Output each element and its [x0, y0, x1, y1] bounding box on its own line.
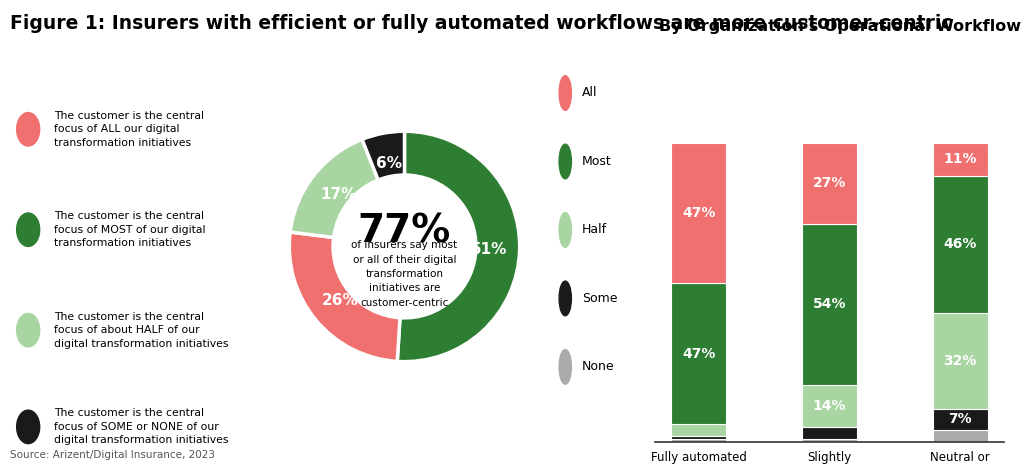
Circle shape: [559, 76, 571, 110]
Text: 77%: 77%: [357, 213, 452, 251]
Text: Half: Half: [582, 224, 607, 236]
Circle shape: [559, 281, 571, 316]
Bar: [671, 439, 726, 442]
Bar: [802, 439, 857, 442]
Text: 32%: 32%: [943, 354, 977, 368]
Circle shape: [16, 113, 40, 146]
Text: All: All: [582, 86, 597, 100]
Circle shape: [559, 144, 571, 179]
Bar: [802, 385, 857, 427]
Bar: [671, 424, 726, 436]
Text: The customer is the central
focus of ALL our digital
transformation initiatives: The customer is the central focus of ALL…: [54, 111, 204, 148]
Bar: [933, 143, 988, 176]
Bar: [802, 224, 857, 385]
Text: The customer is the central
focus of MOST of our digital
transformation initiati: The customer is the central focus of MOS…: [54, 211, 205, 248]
Circle shape: [16, 313, 40, 347]
Text: of insurers say most
or all of their digital
transformation
initiatives are
cust: of insurers say most or all of their dig…: [351, 240, 458, 308]
Text: Figure 1: Insurers with efficient or fully automated workflows are more customer: Figure 1: Insurers with efficient or ful…: [10, 14, 952, 33]
Wedge shape: [397, 131, 519, 362]
Wedge shape: [362, 131, 404, 180]
Text: 17%: 17%: [319, 187, 356, 202]
Circle shape: [16, 213, 40, 246]
Circle shape: [16, 410, 40, 444]
Wedge shape: [290, 232, 400, 361]
Bar: [933, 176, 988, 313]
Text: Most: Most: [582, 155, 611, 168]
Text: 47%: 47%: [682, 206, 716, 220]
Text: 6%: 6%: [376, 156, 401, 171]
Text: 11%: 11%: [943, 152, 977, 166]
Text: 46%: 46%: [943, 238, 977, 252]
Text: 14%: 14%: [813, 399, 846, 413]
Text: None: None: [582, 360, 614, 373]
Text: 47%: 47%: [682, 346, 716, 360]
Text: The customer is the central
focus of SOME or NONE of our
digital transformation : The customer is the central focus of SOM…: [54, 408, 228, 445]
Bar: [933, 430, 988, 442]
Bar: [671, 436, 726, 439]
Text: 51%: 51%: [470, 242, 507, 257]
Bar: [802, 143, 857, 224]
Bar: [933, 409, 988, 430]
Circle shape: [559, 213, 571, 247]
Bar: [802, 427, 857, 439]
Bar: [671, 283, 726, 424]
Text: 54%: 54%: [813, 297, 846, 311]
Text: 26%: 26%: [322, 292, 358, 307]
Text: Source: Arizent/Digital Insurance, 2023: Source: Arizent/Digital Insurance, 2023: [10, 450, 215, 460]
Text: Some: Some: [582, 292, 617, 305]
Text: 27%: 27%: [813, 176, 846, 190]
Text: By Organization's Operational Workflow: By Organization's Operational Workflow: [658, 19, 1021, 33]
Text: 7%: 7%: [948, 412, 972, 426]
Circle shape: [559, 350, 571, 384]
Bar: [933, 313, 988, 409]
Text: The customer is the central
focus of about HALF of our
digital transformation in: The customer is the central focus of abo…: [54, 312, 228, 349]
Wedge shape: [290, 140, 378, 238]
Bar: [671, 143, 726, 283]
